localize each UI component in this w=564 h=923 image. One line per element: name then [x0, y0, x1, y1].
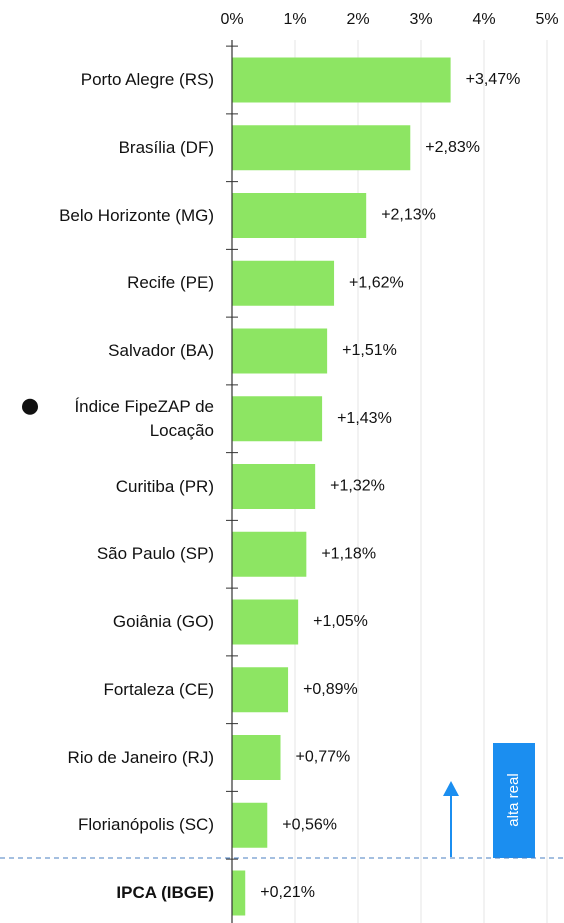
value-label: +1,18%: [321, 545, 376, 562]
x-tick-label: 5%: [535, 11, 558, 28]
bar: [232, 396, 323, 442]
bar: [232, 735, 281, 780]
value-label: +0,77%: [296, 749, 351, 766]
bar: [232, 870, 246, 916]
bar: [232, 57, 451, 103]
bar: [232, 667, 289, 713]
bar: [232, 125, 411, 171]
arrow-head: [443, 781, 459, 796]
category-label: Salvador (BA): [108, 341, 214, 360]
bar: [232, 193, 367, 238]
bar: [232, 531, 307, 577]
category-label: Curitiba (PR): [115, 476, 214, 496]
value-label: +0,21%: [260, 884, 315, 901]
bar: [232, 802, 268, 848]
value-label: +1,51%: [342, 342, 397, 359]
value-label: +3,47%: [466, 71, 521, 88]
value-label: +1,43%: [337, 410, 392, 427]
x-tick-label: 0%: [220, 11, 243, 28]
category-label: Porto Alegre (RS): [80, 70, 214, 89]
value-label: +1,62%: [349, 274, 404, 291]
category-label: Fortaleza (CE): [103, 679, 214, 699]
category-label: Florianópolis (SC): [77, 815, 214, 835]
bar: [232, 464, 316, 509]
value-label: +0,56%: [282, 816, 337, 833]
bar: [232, 328, 328, 374]
x-tick-label: 2%: [346, 11, 369, 28]
category-label: Índice FipeZAP de Locação: [74, 396, 214, 440]
bar: [232, 599, 299, 645]
highlight-dot: [22, 398, 38, 415]
annotation-box: [493, 743, 535, 858]
x-tick-label: 4%: [472, 11, 495, 28]
value-label: +0,89%: [303, 681, 358, 698]
x-tick-label: 1%: [283, 11, 306, 28]
value-label: +2,83%: [425, 139, 480, 156]
bar: [232, 260, 335, 306]
category-label: Belo Horizonte (MG): [59, 205, 214, 225]
category-label: Brasília (DF): [118, 137, 214, 157]
category-label: Rio de Janeiro (RJ): [67, 747, 214, 767]
category-label: São Paulo (SP): [96, 544, 214, 564]
category-label: Recife (PE): [127, 273, 214, 293]
x-tick-label: 3%: [409, 11, 432, 28]
category-label: Goiânia (GO): [112, 612, 214, 631]
value-label: +2,13%: [381, 207, 436, 224]
category-label: IPCA (IBGE): [116, 883, 214, 902]
value-label: +1,05%: [313, 613, 368, 630]
annotation-text: alta real: [505, 773, 522, 826]
value-label: +1,32%: [330, 478, 385, 495]
